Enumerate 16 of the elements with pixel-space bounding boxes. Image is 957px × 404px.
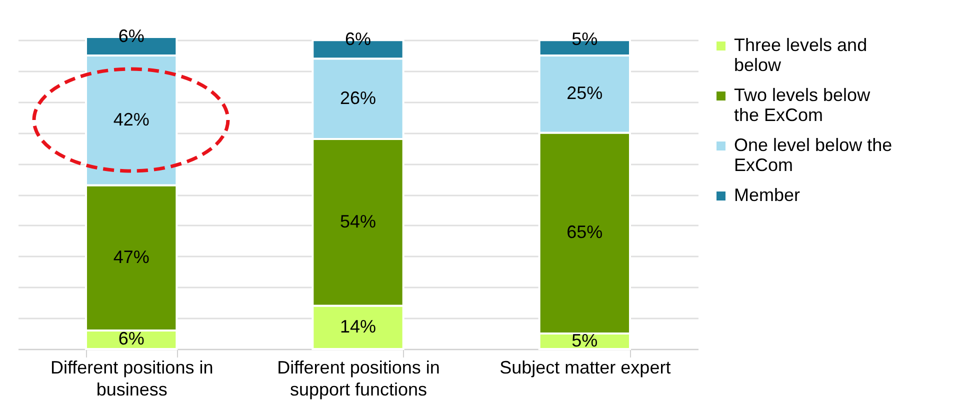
x-tick-label: Different positions in support functions [277,358,440,400]
legend-label: One level below the ExCom [734,135,892,175]
legend-label: Member [734,185,800,205]
data-label: 47% [113,246,150,267]
x-tick-label: Subject matter expert [500,358,671,378]
legend-label: Two levels below the ExCom [734,85,872,125]
data-label: 54% [340,211,376,232]
data-label: 26% [340,88,376,108]
data-label: 65% [566,222,603,242]
x-tick-label: Different positions in business [50,358,214,400]
legend-label: Three levels and below [734,35,868,75]
data-label: 25% [566,83,603,104]
data-label: 5% [572,330,598,350]
data-label: 6% [118,328,144,349]
data-label: 42% [113,109,150,130]
data-label: 14% [340,316,376,336]
